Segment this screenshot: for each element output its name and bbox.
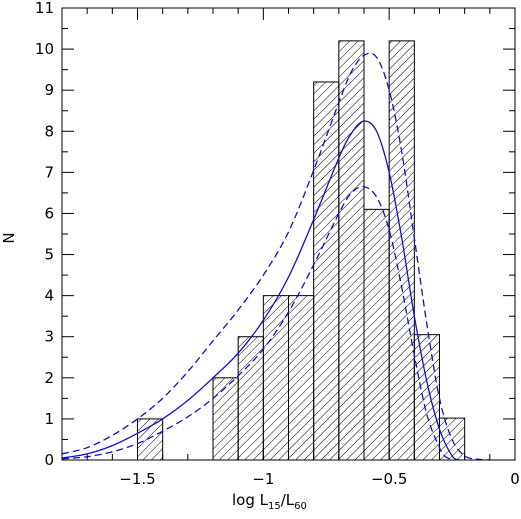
y-tick-label: 7	[44, 163, 54, 181]
y-tick-label: 0	[44, 451, 54, 469]
x-tick-label: −0.5	[371, 470, 407, 488]
histogram-bar	[313, 81, 340, 461]
y-tick-label: 8	[44, 122, 54, 140]
histogram-bar	[237, 336, 264, 461]
y-tick-label: 9	[44, 81, 54, 99]
y-axis-label: N	[0, 232, 18, 243]
y-tick-label: 3	[44, 328, 54, 346]
y-tick-label: 6	[44, 204, 54, 222]
y-tick-label: 11	[35, 0, 54, 17]
histogram-bars	[137, 40, 466, 461]
histogram-bar	[363, 208, 390, 461]
histogram-bar	[288, 295, 315, 461]
x-tick-label: −1.5	[119, 470, 155, 488]
histogram-bar	[212, 377, 239, 461]
fit-curve-solid	[61, 120, 460, 461]
histogram-bar	[388, 40, 415, 461]
histogram-bar	[413, 334, 441, 461]
fit-curve-dashed	[61, 185, 453, 461]
histogram-bar	[137, 418, 164, 461]
fit-curve-dashed	[61, 52, 490, 461]
y-tick-label: 5	[44, 246, 54, 264]
y-tick-label: 2	[44, 369, 54, 387]
y-tick-label: 4	[44, 287, 54, 305]
histogram-bar	[338, 40, 365, 461]
fit-curves	[61, 52, 490, 461]
tick-labels: −1.5 −1 −0.5 0 0 1 2 3 4 5 6 7 8 9 10 11	[35, 0, 520, 488]
axis-ticks	[61, 7, 516, 461]
y-tick-label: 10	[35, 40, 54, 58]
x-axis-label: log L15/L60	[232, 491, 307, 512]
x-tick-label: −1	[252, 470, 274, 488]
histogram-bar	[262, 295, 290, 461]
y-tick-label: 1	[44, 410, 54, 428]
x-tick-label: 0	[510, 470, 520, 488]
